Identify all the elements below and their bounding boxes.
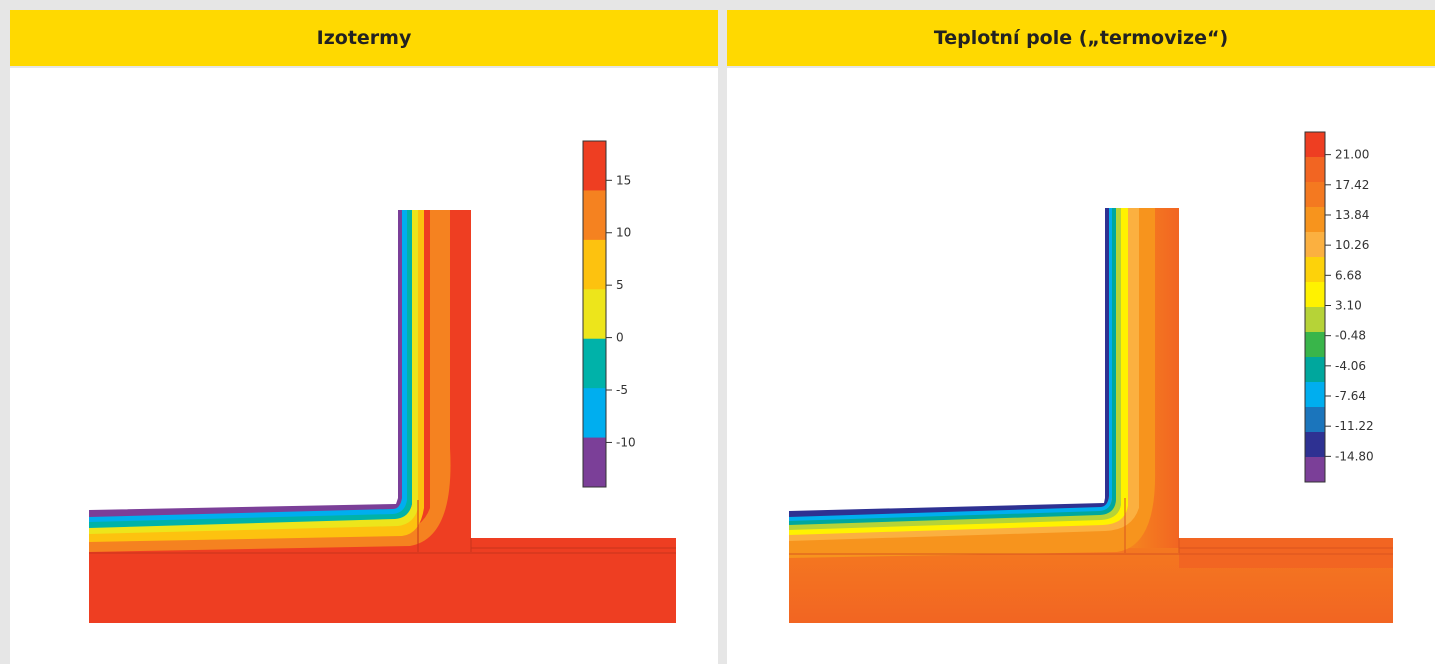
thermal-legend-swatch	[1305, 157, 1325, 183]
thermal-legend-swatch	[1305, 257, 1325, 283]
thermal-legend-swatch	[1305, 332, 1325, 358]
isotherms-legend-swatch	[583, 289, 606, 340]
thermal-field-structure	[789, 208, 1393, 623]
thermal-legend-swatch	[1305, 182, 1325, 208]
thermal-legend-swatch	[1305, 307, 1325, 333]
thermal-field-panel-title: Teplotní pole („termovize“)	[727, 10, 1435, 66]
thermal-legend-swatch	[1305, 382, 1325, 408]
thermal-band-m1480	[789, 208, 1109, 517]
isotherms-legend-frame	[582, 140, 607, 488]
thermal-legend-swatch	[1305, 232, 1325, 258]
isotherms-legend-swatch	[583, 239, 606, 290]
isotherms-legend-swatch	[583, 190, 606, 241]
thermal-field-diagram: 21.00 17.42 13.84 10.26 6.68 3.10 -0.48 -4.06 -7…	[789, 131, 1393, 623]
isotherms-panel-title: Izotermy	[10, 10, 718, 66]
thermal-band-1026	[789, 208, 1139, 541]
thermal-band-m764	[789, 208, 1112, 521]
isotherms-legend-swatch	[583, 388, 606, 439]
thermal-legend-tick-label: 17.42	[1335, 178, 1369, 192]
thermal-legend-frame	[1304, 131, 1326, 483]
thermal-band-668	[789, 208, 1128, 535]
isotherms-band-m5	[89, 210, 412, 528]
thermal-legend-tick-label: 6.68	[1335, 268, 1362, 282]
isotherms-legend-tick-label: -5	[616, 383, 628, 397]
isotherms-construction-lines	[89, 500, 676, 554]
isotherms-structure	[89, 210, 676, 623]
thermal-legend-swatch	[1305, 207, 1325, 233]
thermal-legend-swatch	[1305, 432, 1325, 458]
isotherms-figure-area: 15 10 5 0 -5 -10	[10, 66, 718, 664]
isotherms-panel: Izotermy	[10, 10, 718, 664]
isotherms-legend: 15 10 5 0 -5 -10	[582, 140, 636, 488]
isotherms-band-m15	[89, 210, 402, 517]
thermal-legend-tick-label: 3.10	[1335, 298, 1362, 312]
thermal-field-legend: 21.00 17.42 13.84 10.26 6.68 3.10 -0.48 -4.06 -7…	[1304, 131, 1374, 483]
thermal-legend-tick-label: -7.64	[1335, 389, 1366, 403]
isotherms-legend-swatch	[583, 141, 606, 191]
thermal-field-figure-area: 21.00 17.42 13.84 10.26 6.68 3.10 -0.48 -4.06 -7…	[727, 66, 1435, 664]
thermal-legend-swatch	[1305, 357, 1325, 383]
isotherms-legend-tick-label: 5	[616, 278, 624, 292]
isotherms-band-10	[89, 210, 451, 552]
thermal-legend-swatch	[1305, 457, 1325, 483]
isotherms-legend-tick-label: -10	[616, 435, 636, 449]
thermal-field-panel: Teplotní pole („termovize“)	[727, 10, 1435, 664]
thermal-construction-lines	[789, 498, 1393, 555]
isotherms-legend-tick-label: 0	[616, 331, 624, 345]
thermal-legend-tick-label: 10.26	[1335, 238, 1369, 252]
isotherms-band-0	[89, 210, 418, 534]
thermal-legend-tick-label: -4.06	[1335, 359, 1366, 373]
thermal-legend-tick-label: -14.80	[1335, 449, 1374, 463]
thermal-band-m406	[789, 208, 1116, 525]
thermal-legend-swatch	[1305, 132, 1325, 158]
isotherms-legend-swatch	[583, 437, 606, 488]
thermal-band-310	[789, 208, 1121, 530]
thermal-legend-tick-label: 21.00	[1335, 148, 1369, 162]
isotherms-legend-swatch	[583, 338, 606, 389]
isotherms-legend-tick-label: 10	[616, 226, 631, 240]
isotherms-diagram: 15 10 5 0 -5 -10	[89, 140, 676, 623]
isotherms-band-m10	[89, 210, 407, 522]
thermal-legend-tick-label: -11.22	[1335, 419, 1374, 433]
isotherms-band-5	[89, 210, 424, 542]
thermal-legend-tick-label: 13.84	[1335, 208, 1369, 222]
thermal-legend-tick-label: -0.48	[1335, 329, 1366, 343]
thermal-legend-swatch	[1305, 282, 1325, 308]
thermal-legend-swatch	[1305, 407, 1325, 433]
thermal-right-slab	[1179, 538, 1393, 568]
isotherms-legend-tick-label: 15	[616, 173, 631, 187]
